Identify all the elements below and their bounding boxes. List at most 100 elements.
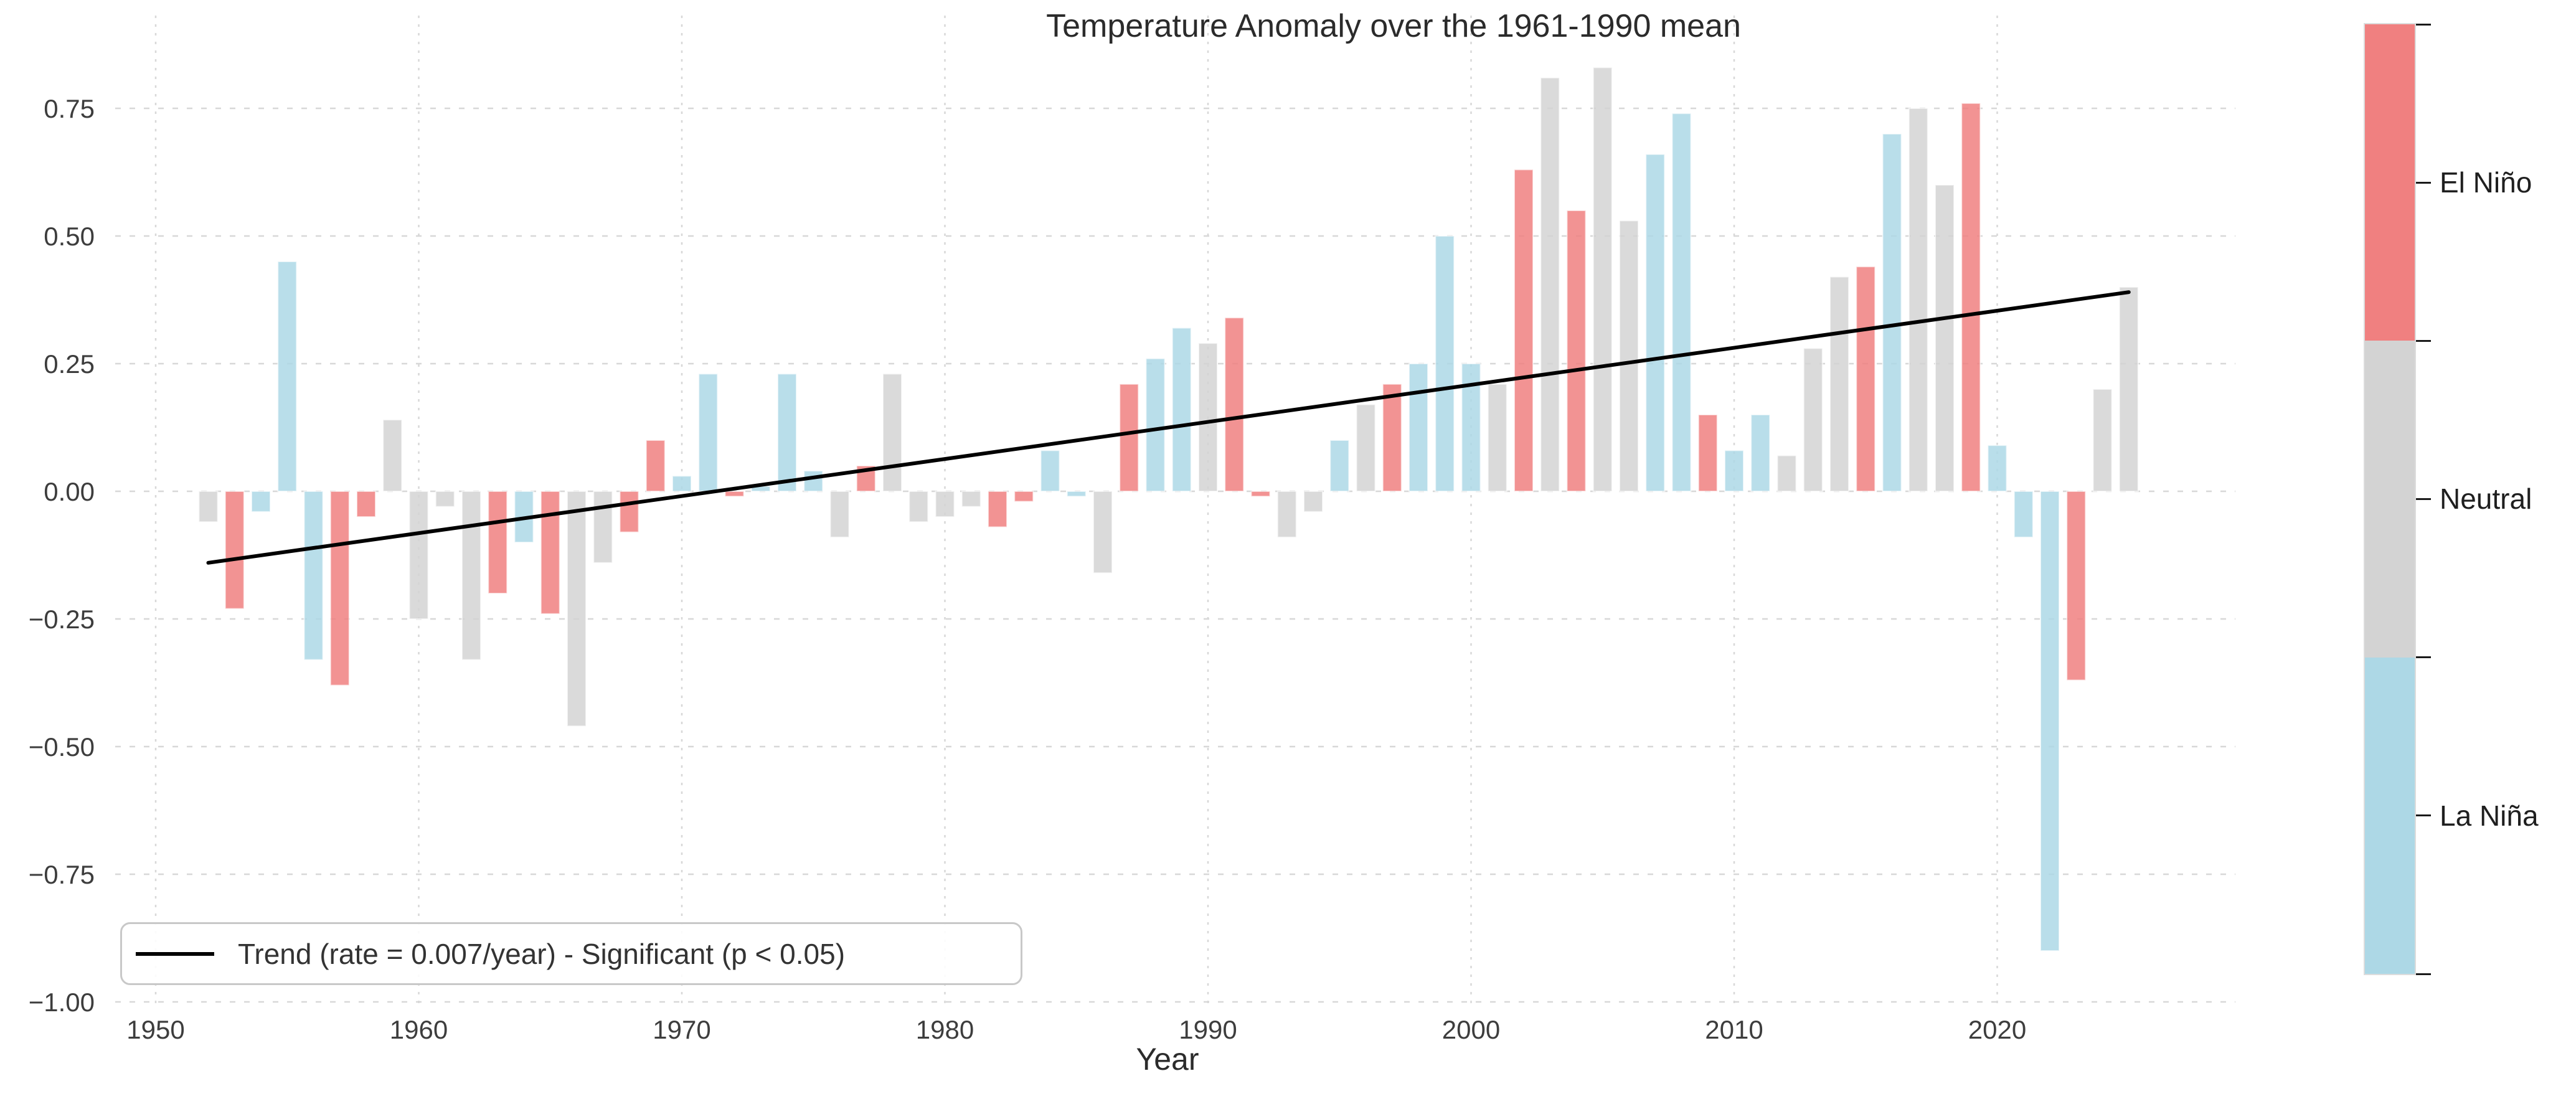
colorbar-tick xyxy=(2416,814,2431,817)
trend-legend: Trend (rate = 0.007/year) - Significant … xyxy=(120,922,1022,985)
bar-1992 xyxy=(1250,491,1271,498)
colorbar-tick xyxy=(2416,656,2431,659)
bar-1978 xyxy=(882,373,902,493)
bar-1994 xyxy=(1303,491,1323,512)
bar-1962 xyxy=(461,491,481,661)
bar-1975 xyxy=(803,470,824,493)
colorbar-tick xyxy=(2416,181,2431,184)
bar-1966 xyxy=(567,491,587,727)
bar-2011 xyxy=(1750,414,1771,492)
bar-2006 xyxy=(1619,220,1639,492)
bar-1989 xyxy=(1171,327,1192,492)
x-tick-label: 1990 xyxy=(1179,1015,1237,1044)
bar-1965 xyxy=(540,491,560,615)
bar-2019 xyxy=(1961,102,1981,493)
colorbar-segment-la-nina xyxy=(2365,657,2415,974)
bar-1979 xyxy=(908,491,929,523)
bar-2016 xyxy=(1882,133,1902,492)
y-tick-label: −0.25 xyxy=(29,605,95,634)
bar-2022 xyxy=(2040,491,2060,951)
bar-1993 xyxy=(1276,491,1297,538)
bar-2015 xyxy=(1856,266,1876,492)
bar-1952 xyxy=(198,491,219,523)
bar-1991 xyxy=(1224,317,1245,492)
trend-legend-label: Trend (rate = 0.007/year) - Significant … xyxy=(238,937,846,970)
bar-2021 xyxy=(2013,491,2034,538)
bar-2023 xyxy=(2066,491,2087,681)
bar-1957 xyxy=(329,491,350,686)
y-tick-label: 0.00 xyxy=(44,477,95,506)
x-tick-label: 1980 xyxy=(916,1015,974,1044)
bar-2004 xyxy=(1566,210,1587,492)
bar-2017 xyxy=(1908,108,1928,492)
colorbar-label-la-nina: La Niña xyxy=(2440,800,2539,832)
trend-line-sample-icon xyxy=(136,951,214,956)
bar-2012 xyxy=(1776,455,1797,492)
bar-1969 xyxy=(645,440,666,492)
x-tick-label: 1950 xyxy=(126,1015,184,1044)
bar-2002 xyxy=(1514,169,1534,492)
y-tick-label: 0.50 xyxy=(44,222,95,251)
bar-1999 xyxy=(1435,235,1455,492)
bar-1959 xyxy=(382,419,403,493)
x-tick-label: 2020 xyxy=(1968,1015,2026,1044)
bar-1996 xyxy=(1356,403,1376,492)
bar-1995 xyxy=(1329,440,1350,492)
x-tick-label: 2000 xyxy=(1442,1015,1500,1044)
bar-1985 xyxy=(1066,491,1087,498)
colorbar-tick xyxy=(2416,23,2431,26)
bar-1988 xyxy=(1145,357,1166,492)
chart-title: Temperature Anomaly over the 1961-1990 m… xyxy=(1046,8,1741,44)
bar-1986 xyxy=(1093,491,1113,574)
bar-2010 xyxy=(1724,450,1744,493)
trend-line xyxy=(206,290,2131,565)
bar-2008 xyxy=(1671,113,1692,492)
bar-2005 xyxy=(1592,67,1613,492)
colorbar-tick xyxy=(2416,973,2431,975)
bar-1982 xyxy=(988,491,1007,528)
x-tick-label: 1970 xyxy=(653,1015,710,1044)
colorbar-segment-el-nino xyxy=(2365,24,2415,341)
colorbar-label-el-nino: El Niño xyxy=(2440,166,2532,199)
bar-1981 xyxy=(961,491,981,507)
y-tick-label: 0.25 xyxy=(44,349,95,379)
colorbar-label-neutral: Neutral xyxy=(2440,483,2532,515)
bar-2013 xyxy=(1803,347,1823,493)
bar-2003 xyxy=(1540,77,1560,493)
x-tick-label: 2010 xyxy=(1705,1015,1763,1044)
bar-2018 xyxy=(1935,184,1955,492)
bar-1987 xyxy=(1119,383,1139,492)
colorbar-tick xyxy=(2416,498,2431,500)
bar-2020 xyxy=(1987,445,2007,493)
bar-1958 xyxy=(356,491,376,517)
bar-1990 xyxy=(1198,342,1218,493)
bar-1997 xyxy=(1382,383,1402,492)
bar-1984 xyxy=(1040,450,1060,493)
bar-1963 xyxy=(488,491,508,594)
bar-1960 xyxy=(408,491,429,620)
bar-1971 xyxy=(698,373,719,493)
colorbar-tick xyxy=(2416,339,2431,342)
bar-2024 xyxy=(2092,389,2113,492)
y-tick-label: −1.00 xyxy=(29,988,95,1017)
bar-1998 xyxy=(1408,363,1428,492)
x-axis-title: Year xyxy=(1136,1042,1199,1077)
bar-2014 xyxy=(1829,276,1849,492)
bar-2025 xyxy=(2118,286,2139,492)
enso-colorbar xyxy=(2364,23,2416,975)
bar-1956 xyxy=(303,491,324,661)
y-tick-label: −0.75 xyxy=(29,860,95,889)
bar-1972 xyxy=(724,491,745,498)
bar-1983 xyxy=(1014,491,1034,503)
bar-1955 xyxy=(277,261,298,492)
y-tick-label: 0.75 xyxy=(44,94,95,123)
bar-1976 xyxy=(829,491,850,538)
bar-1980 xyxy=(935,491,955,517)
bar-2009 xyxy=(1697,414,1718,492)
colorbar-segment-neutral xyxy=(2365,341,2415,658)
bar-1974 xyxy=(777,373,797,493)
bar-1961 xyxy=(435,491,455,507)
x-tick-label: 1960 xyxy=(390,1015,448,1044)
